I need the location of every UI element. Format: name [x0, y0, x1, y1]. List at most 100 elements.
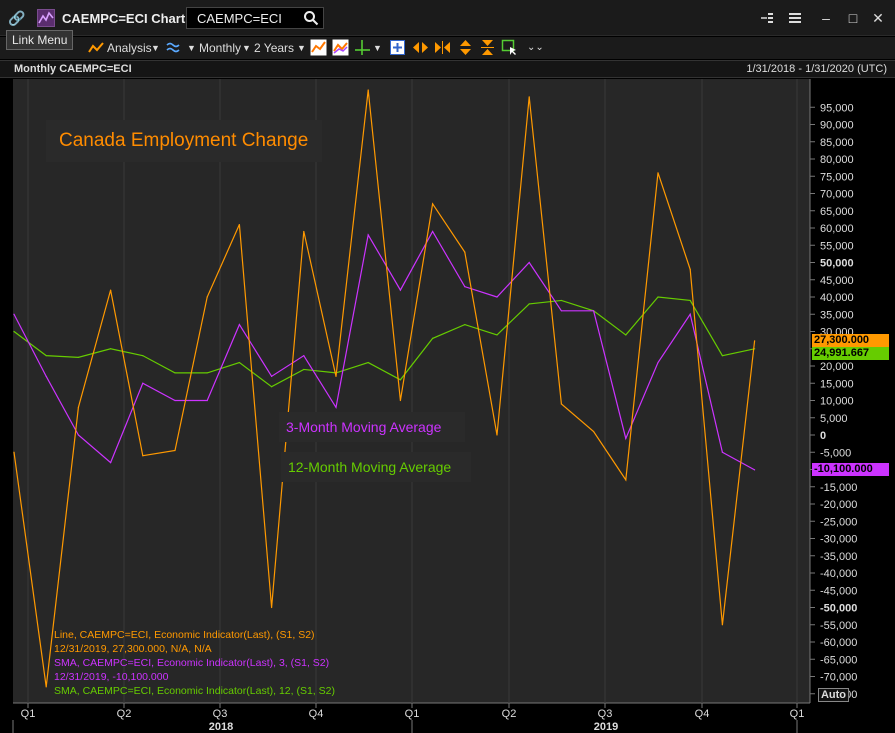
chart-canvas[interactable]: 95,000 90,000 85,000 80,000 75,000 70,000 65,0…: [0, 78, 895, 733]
auto-scale-button[interactable]: Auto: [818, 688, 849, 702]
analysis-icon[interactable]: [88, 39, 105, 56]
line-series-point: [754, 340, 756, 342]
x-tick-label: Q1: [21, 708, 36, 720]
sma12-annotation: 12-Month Moving Average: [288, 459, 452, 475]
range-dropdown[interactable]: 2 Years: [254, 41, 295, 55]
x-tick-label: Q4: [309, 708, 324, 720]
x-tick-label: Q3: [213, 708, 228, 720]
sma12-series-point: [528, 303, 530, 305]
sma12-series-point: [110, 348, 112, 350]
sma3-series-point: [560, 310, 563, 312]
more-icon[interactable]: ⌄⌄: [527, 42, 544, 53]
interval-dropdown[interactable]: Monthly: [199, 41, 242, 55]
chevron-down-icon[interactable]: ▼: [297, 43, 306, 53]
expand-horizontal-icon[interactable]: [434, 39, 451, 56]
sma12-series-point: [174, 372, 176, 374]
y-tick-label: -15,000: [820, 482, 857, 494]
line-series-point: [689, 268, 691, 270]
legend-sma3-desc: SMA, CAEMPC=ECI, Economic Indicator(Last…: [54, 657, 330, 669]
sma12-series-point: [689, 299, 691, 302]
sma3-series-point: [238, 324, 240, 326]
sma3-annotation-box[interactable]: 3-Month Moving Average: [279, 412, 465, 442]
line-series-point: [45, 686, 47, 688]
y-tick-label: 55,000: [820, 240, 854, 252]
y-tick-label: -20,000: [820, 499, 857, 511]
sma3-series-point: [110, 462, 112, 464]
line-series-point: [560, 403, 563, 405]
ric-search-box[interactable]: [186, 7, 324, 29]
ric-input[interactable]: [187, 8, 299, 28]
sma3-series-point: [496, 296, 498, 298]
analysis-button[interactable]: Analysis: [107, 41, 152, 55]
line-chart-icon[interactable]: [310, 39, 327, 56]
chevron-down-icon[interactable]: ▼: [151, 43, 160, 53]
y-tick-label: -65,000: [820, 654, 857, 666]
sma12-series-point: [432, 337, 434, 339]
y-tick-label: -35,000: [820, 551, 857, 563]
sma3-series-point: [206, 399, 208, 402]
sma3-series-point: [13, 313, 15, 315]
line-series: [13, 89, 756, 687]
x-year-label: 2019: [594, 721, 618, 733]
sma12-series-point: [625, 334, 627, 336]
crosshair-icon[interactable]: [354, 39, 371, 56]
y-tick-label: -40,000: [820, 568, 857, 580]
sma12-series-point: [496, 334, 498, 336]
y-tick-label: 85,000: [820, 137, 854, 149]
sma3-series-point: [754, 469, 756, 471]
close-icon[interactable]: ✕: [872, 10, 884, 26]
title-bar: 🔗 CAEMPC=ECI Chart – □ ✕: [0, 0, 895, 36]
sma12-series-point: [206, 372, 208, 374]
y-tick-label: -5,000: [820, 447, 851, 459]
link-icon[interactable]: 🔗: [8, 10, 26, 26]
y-tick-label: -45,000: [820, 585, 857, 597]
y-tick-label: 60,000: [820, 223, 854, 235]
sma12-series-point: [13, 330, 15, 333]
scroll-up-down-icon[interactable]: [457, 39, 474, 56]
line-series-point: [77, 406, 79, 408]
y-tick-label: 95,000: [820, 102, 854, 114]
y-tick-label: 75,000: [820, 171, 854, 183]
x-tick-label: Q1: [405, 708, 420, 720]
sma12-series-point: [45, 355, 47, 357]
menu-icon[interactable]: [787, 10, 803, 26]
expand-vertical-icon[interactable]: [479, 39, 496, 56]
line-series-point: [110, 289, 112, 291]
study-icon[interactable]: [165, 39, 182, 56]
layout-icon[interactable]: [759, 10, 775, 26]
sma3-series-point: [77, 434, 79, 436]
chevron-down-icon[interactable]: ▼: [242, 43, 251, 53]
sma12-series-point: [399, 379, 401, 381]
search-icon[interactable]: [303, 10, 319, 26]
y-tick-label: 20,000: [820, 361, 854, 373]
x-tick-label: Q3: [598, 708, 613, 720]
legend-line-desc: Line, CAEMPC=ECI, Economic Indicator(Las…: [54, 629, 315, 641]
y-tick-label: -70,000: [820, 672, 857, 684]
y-tick-label: 90,000: [820, 120, 854, 132]
select-range-icon[interactable]: [501, 39, 518, 56]
overlay-icon[interactable]: [332, 39, 349, 56]
chevron-down-icon[interactable]: ▼: [373, 43, 382, 53]
maximize-icon[interactable]: □: [848, 10, 858, 26]
legend-sma3-value: 12/31/2019, -10,100.000: [54, 671, 169, 683]
chart-title-annotation[interactable]: Canada Employment Change: [46, 120, 322, 162]
sma12-series-point: [77, 356, 79, 358]
line-series-point: [528, 96, 530, 98]
scroll-left-right-icon[interactable]: [412, 39, 429, 56]
x-axis: Q1 Q2 Q3 Q4 Q1 Q2 Q3 Q4 Q1 2018 2019: [12, 703, 804, 733]
zoom-icon[interactable]: [389, 39, 406, 56]
minimize-icon[interactable]: –: [822, 10, 830, 26]
line-last-value-badge: 27,300.000: [812, 334, 889, 347]
sma3-series-point: [45, 375, 47, 377]
x-year-label: 2018: [209, 721, 233, 733]
sma12-annotation-box[interactable]: 12-Month Moving Average: [281, 452, 471, 482]
chevron-down-icon[interactable]: ▼: [187, 43, 196, 53]
chart-date-range: 1/31/2018 - 1/31/2020 (UTC): [746, 63, 887, 75]
y-tick-label: -25,000: [820, 516, 857, 528]
y-tick-label: 65,000: [820, 206, 854, 218]
y-tick-label: -50,000: [820, 603, 857, 615]
sma3-series-point: [335, 406, 337, 408]
window-title: CAEMPC=ECI Chart: [62, 11, 186, 26]
line-series-point: [174, 449, 176, 452]
y-tick-label: 45,000: [820, 275, 854, 287]
